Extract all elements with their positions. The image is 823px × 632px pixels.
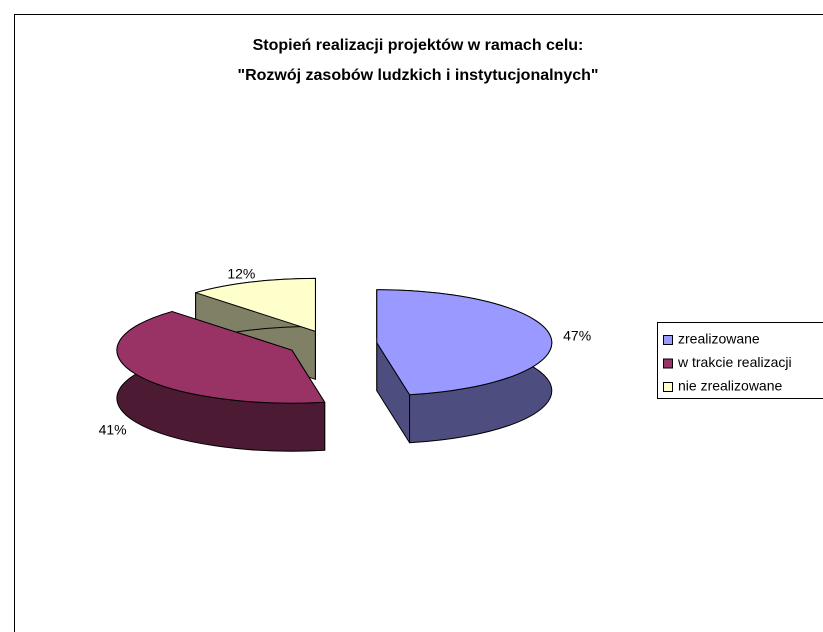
legend-label: w trakcie realizacji: [677, 354, 792, 370]
legend-label: zrealizowane: [678, 331, 760, 347]
legend-swatch: [663, 335, 673, 345]
pie-slice: [116, 311, 326, 452]
data-label: 47%: [563, 328, 591, 344]
pie-slice: [376, 289, 553, 444]
legend-label: nie zrealizowane: [678, 378, 782, 394]
slice-top: [195, 277, 316, 332]
chart-title: Stopień realizacji projektów w ramach ce…: [253, 37, 584, 54]
legend: zrealizowane w trakcie realizacji nie zrea…: [663, 331, 792, 394]
pie: 12% 47% 41%: [99, 265, 591, 452]
legend-swatch: [663, 358, 673, 369]
legend-swatch: [663, 382, 673, 392]
slice-top: [116, 311, 326, 404]
data-label: 41%: [99, 421, 127, 437]
legend-box: [657, 322, 823, 399]
slice-top: [376, 289, 553, 396]
chart-title: "Rozwój zasobów ludzkich i instytucjonal…: [238, 67, 599, 84]
data-label: 12%: [227, 265, 255, 281]
